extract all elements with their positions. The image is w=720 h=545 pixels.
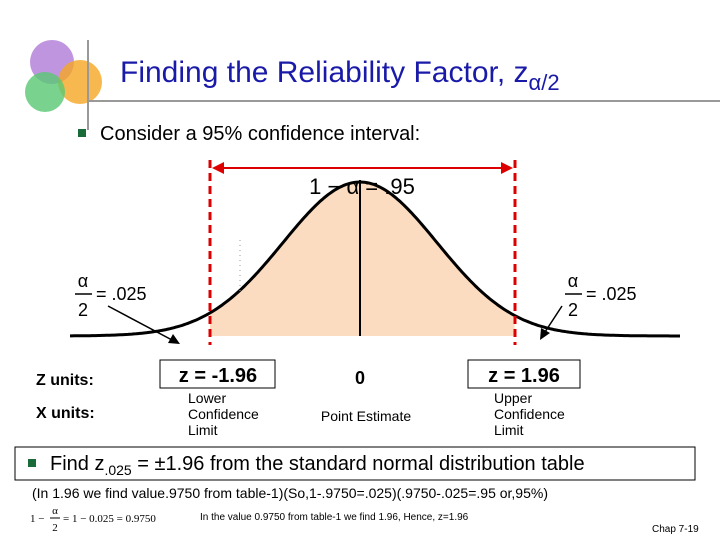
center-label: 1 − α = .95 [309, 174, 415, 199]
x-right: Upper Confidence Limit [494, 390, 565, 438]
formula: 2 [52, 522, 58, 534]
title-subscript: α/2 [529, 70, 560, 95]
label-line: Confidence [494, 406, 565, 422]
note: In the value 0.9750 from table-1 we find… [200, 512, 469, 523]
bullet: Find z.025 = ±1.96 from the standard nor… [50, 453, 585, 478]
bullet-text: Find z [50, 453, 104, 475]
fraction-top: α [568, 271, 578, 291]
bullet-subscript: .025 [104, 462, 131, 478]
bullet-marker [28, 459, 36, 467]
x-left: Lower Confidence Limit [188, 390, 259, 438]
footer: Chap 7-19 [652, 524, 699, 535]
formula: = 1 − 0.025 = 0.9750 [63, 513, 156, 525]
formula: α [52, 505, 58, 517]
formula: 1 − [30, 513, 44, 525]
label-line: Limit [494, 422, 524, 438]
label-line: Lower [188, 390, 226, 406]
bullet: Consider a 95% confidence interval: [100, 123, 420, 145]
tail-value: = .025 [586, 284, 637, 304]
z-right: z = 1.96 [488, 365, 560, 387]
arrow-head [501, 162, 513, 174]
z-center: 0 [355, 368, 365, 388]
logo-circle [58, 60, 102, 104]
title: Finding the Reliability Factor, zα/2 [120, 56, 560, 95]
shaded-area [210, 182, 515, 336]
pointer-head [540, 328, 550, 340]
box [159, 359, 276, 389]
arrow-head [212, 162, 224, 174]
pointer [544, 305, 563, 333]
normal-curve [70, 180, 680, 338]
note: (In 1.96 we find value.9750 from table-1… [32, 485, 548, 501]
row-label: Z units: [36, 372, 94, 389]
label-line: Confidence [188, 406, 259, 422]
bullet-marker [78, 129, 86, 137]
pointer-head [168, 334, 180, 344]
fraction-bottom: 2 [568, 300, 578, 320]
box [467, 359, 581, 389]
box [14, 446, 696, 481]
fraction-top: α [78, 271, 88, 291]
x-center: Point Estimate [321, 408, 411, 424]
z-left: z = -1.96 [179, 365, 257, 387]
pointer [107, 305, 173, 341]
tail-value: = .025 [96, 284, 147, 304]
fraction-bottom: 2 [78, 300, 88, 320]
title-text: Finding the Reliability Factor, z [120, 56, 529, 89]
bullet-text: = ±1.96 from the standard normal distrib… [132, 453, 585, 475]
label-line: Limit [188, 422, 218, 438]
logo-circle [25, 72, 65, 112]
label-line: Upper [494, 390, 532, 406]
row-label: X units: [36, 405, 95, 422]
